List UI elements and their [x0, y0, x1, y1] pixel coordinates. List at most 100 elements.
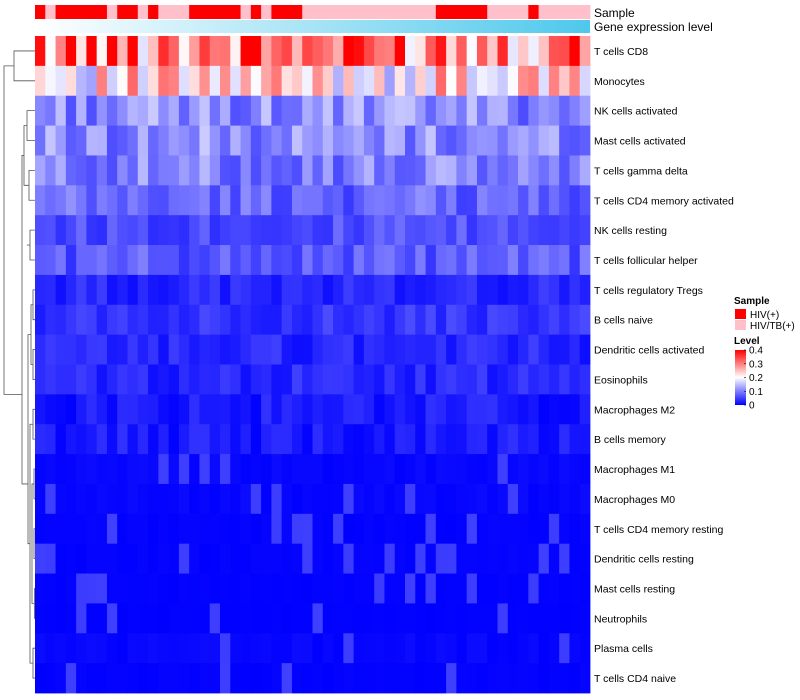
heatmap-cell	[96, 663, 108, 694]
sample-cell	[65, 5, 77, 19]
heatmap-cell	[569, 454, 581, 485]
heatmap-cell	[117, 65, 128, 97]
heatmap-cell	[487, 125, 498, 156]
heatmap-cell	[322, 364, 334, 395]
heatmap-cell	[476, 274, 488, 306]
heatmap-cell	[333, 36, 344, 67]
heatmap-cell	[538, 603, 550, 634]
heatmap-cell	[333, 513, 344, 545]
heatmap-cell	[261, 394, 272, 425]
heatmap-cell	[35, 573, 46, 604]
heatmap-cell	[394, 633, 406, 664]
heatmap-cell	[405, 274, 416, 306]
heatmap-cell	[456, 215, 468, 246]
heatmap-cell	[230, 215, 241, 246]
heatmap-cell	[518, 304, 529, 336]
heatmap-cell	[374, 364, 385, 395]
heatmap-cell	[271, 573, 283, 604]
heatmap-cell	[76, 633, 87, 664]
heatmap-cell	[178, 125, 190, 156]
heatmap-cell	[425, 663, 437, 694]
heatmap-cell	[76, 454, 87, 485]
heatmap-cell	[86, 245, 98, 276]
heatmap-cell	[209, 95, 221, 126]
heatmap-cell	[579, 573, 591, 604]
heatmap-cell	[579, 304, 591, 336]
heatmap-cell	[384, 95, 396, 126]
heatmap-cell	[250, 364, 262, 395]
heatmap-cell	[76, 663, 87, 694]
heatmap-cell	[148, 364, 159, 395]
legend-label-hiv: HIV(+)	[750, 310, 779, 321]
heatmap-cell	[528, 603, 540, 634]
heatmap-cell	[507, 36, 519, 67]
heatmap-cell	[333, 215, 344, 246]
heatmap-cell	[86, 513, 98, 545]
heatmap-cell	[230, 334, 241, 365]
heatmap-cell	[466, 513, 478, 545]
heatmap-cell	[343, 95, 355, 126]
heatmap-cell	[261, 603, 272, 634]
heatmap-cell	[106, 513, 118, 545]
heatmap-cell	[55, 65, 67, 97]
heatmap-cell	[240, 394, 252, 425]
heatmap-cell	[178, 274, 190, 306]
heatmap-cell	[384, 304, 396, 336]
heatmap-cell	[96, 36, 108, 67]
dendrogram-branch	[29, 229, 35, 261]
heatmap-cell	[178, 394, 190, 425]
heatmap-cell	[405, 394, 416, 425]
legend-tick-label: 0.4	[749, 346, 763, 357]
heatmap-cell	[291, 185, 303, 216]
heatmap-cell	[497, 304, 509, 336]
heatmap-cell	[137, 304, 149, 336]
heatmap-cell	[446, 65, 457, 97]
heatmap-cell	[446, 513, 457, 545]
row-label: NK cells resting	[594, 225, 667, 237]
heatmap-cell	[363, 394, 375, 425]
heatmap-cell	[415, 394, 426, 425]
heatmap-cell	[178, 424, 190, 455]
heatmap-cell	[559, 36, 570, 67]
heatmap-cell	[394, 543, 406, 574]
heatmap-cell	[559, 573, 570, 604]
heatmap-cell	[271, 95, 283, 126]
heatmap-cell	[35, 663, 46, 694]
heatmap-cell	[363, 245, 375, 276]
heatmap-cell	[384, 334, 396, 365]
heatmap-cell	[507, 364, 519, 395]
heatmap-cell	[435, 633, 447, 664]
heatmap-cell	[415, 633, 426, 664]
heatmap-cell	[148, 603, 159, 634]
heatmap-cell	[456, 245, 468, 276]
heatmap-cell	[487, 65, 498, 97]
heatmap-cell	[178, 513, 190, 545]
heatmap-cell	[322, 245, 334, 276]
heatmap-cell	[322, 663, 334, 694]
sample-cell	[86, 5, 98, 19]
expression-level-bar	[35, 20, 590, 33]
dendrogram-branch	[27, 334, 31, 545]
heatmap-cell	[343, 543, 355, 574]
heatmap-cell	[322, 573, 334, 604]
heatmap-cell	[35, 125, 46, 156]
heatmap-cell	[271, 394, 283, 425]
heatmap-cell	[127, 424, 139, 455]
heatmap-cell	[312, 125, 324, 156]
heatmap-cell	[55, 663, 67, 694]
heatmap-cell	[579, 155, 591, 186]
heatmap-cell	[168, 334, 180, 365]
heatmap-cell	[559, 543, 570, 574]
heatmap-cell	[579, 424, 591, 455]
heatmap-cell	[168, 454, 180, 485]
heatmap-cell	[65, 334, 77, 365]
heatmap-cell	[35, 394, 46, 425]
heatmap-cell	[106, 603, 118, 634]
heatmap-cell	[456, 125, 468, 156]
heatmap-cell	[435, 454, 447, 485]
heatmap-cell	[466, 394, 478, 425]
heatmap-cell	[178, 155, 190, 186]
sample-cell	[35, 5, 46, 19]
heatmap-cell	[425, 424, 437, 455]
heatmap-cell	[538, 185, 550, 216]
